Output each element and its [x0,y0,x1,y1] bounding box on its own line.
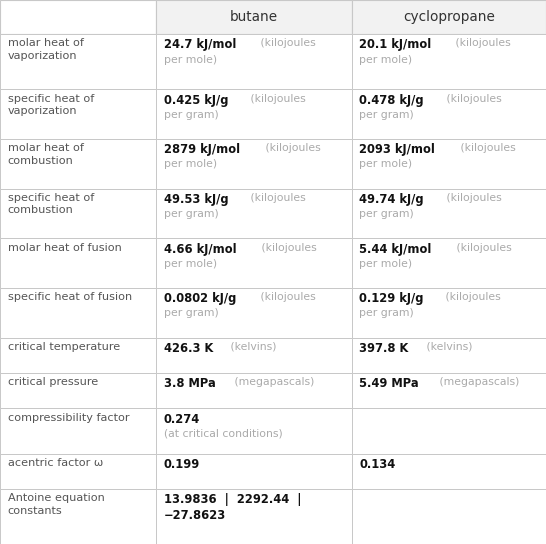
Text: per gram): per gram) [164,110,218,120]
Bar [0,408,156,454]
Text: (kilojoules: (kilojoules [453,39,511,48]
Bar [156,288,352,337]
Bar [156,489,352,544]
Bar [0,288,156,337]
Text: per mole): per mole) [359,259,412,269]
Text: (megapascals): (megapascals) [230,377,314,387]
Bar [352,189,546,238]
Text: compressibility factor: compressibility factor [8,412,129,423]
Bar [156,0,352,34]
Bar [0,373,156,408]
Bar [156,238,352,288]
Bar [156,408,352,454]
Text: (kilojoules: (kilojoules [257,292,316,302]
Text: 0.425 kJ/g: 0.425 kJ/g [164,94,228,107]
Text: 0.0802 kJ/g: 0.0802 kJ/g [164,292,236,305]
Text: cyclopropane: cyclopropane [403,10,495,24]
Bar [352,337,546,373]
Text: 2093 kJ/mol: 2093 kJ/mol [359,143,435,156]
Text: 5.49 MPa: 5.49 MPa [359,377,419,390]
Text: per gram): per gram) [164,308,218,318]
Text: molar heat of
vaporization: molar heat of vaporization [8,39,84,61]
Bar [352,454,546,489]
Text: (kelvins): (kelvins) [423,342,472,352]
Bar [0,189,156,238]
Text: molar heat of fusion: molar heat of fusion [8,243,121,252]
Text: molar heat of
combustion: molar heat of combustion [8,143,84,165]
Text: per gram): per gram) [359,209,414,219]
Text: per mole): per mole) [359,159,412,169]
Text: (kilojoules: (kilojoules [247,94,306,103]
Text: 0.478 kJ/g: 0.478 kJ/g [359,94,424,107]
Bar [352,288,546,337]
Text: 13.9836  |  2292.44  |
−27.8623: 13.9836 | 2292.44 | −27.8623 [164,493,301,522]
Bar [156,189,352,238]
Text: (kilojoules: (kilojoules [247,193,306,203]
Bar [156,373,352,408]
Text: 0.134: 0.134 [359,458,395,471]
Text: (megapascals): (megapascals) [436,377,520,387]
Text: per gram): per gram) [359,308,414,318]
Bar [352,34,546,89]
Text: per mole): per mole) [164,55,217,65]
Text: (kilojoules: (kilojoules [257,39,316,48]
Text: 0.274: 0.274 [164,412,200,425]
Text: per gram): per gram) [164,209,218,219]
Bar [352,373,546,408]
Bar [156,34,352,89]
Bar [0,337,156,373]
Text: 24.7 kJ/mol: 24.7 kJ/mol [164,39,236,52]
Text: (at critical conditions): (at critical conditions) [164,429,282,439]
Text: (kilojoules: (kilojoules [262,143,321,153]
Text: butane: butane [230,10,278,24]
Bar [156,139,352,189]
Bar [352,489,546,544]
Bar [352,89,546,139]
Text: 2879 kJ/mol: 2879 kJ/mol [164,143,240,156]
Text: per mole): per mole) [164,259,217,269]
Bar [156,89,352,139]
Text: (kilojoules: (kilojoules [453,243,512,252]
Text: 397.8 K: 397.8 K [359,342,408,355]
Text: (kilojoules: (kilojoules [443,193,501,203]
Text: 49.74 kJ/g: 49.74 kJ/g [359,193,424,206]
Text: 3.8 MPa: 3.8 MPa [164,377,216,390]
Text: (kilojoules: (kilojoules [442,292,501,302]
Bar [0,489,156,544]
Text: critical pressure: critical pressure [8,377,98,387]
Text: 4.66 kJ/mol: 4.66 kJ/mol [164,243,236,256]
Text: 5.44 kJ/mol: 5.44 kJ/mol [359,243,432,256]
Bar [0,454,156,489]
Bar [0,89,156,139]
Text: (kilojoules: (kilojoules [457,143,516,153]
Text: per gram): per gram) [359,110,414,120]
Text: (kilojoules: (kilojoules [258,243,316,252]
Text: Antoine equation
constants: Antoine equation constants [8,493,104,516]
Bar [0,34,156,89]
Bar [352,408,546,454]
Bar [0,139,156,189]
Text: 0.199: 0.199 [164,458,200,471]
Text: per mole): per mole) [164,159,217,169]
Text: specific heat of fusion: specific heat of fusion [8,292,132,302]
Text: critical temperature: critical temperature [8,342,120,352]
Text: specific heat of
combustion: specific heat of combustion [8,193,94,215]
Bar [352,0,546,34]
Bar [156,337,352,373]
Text: (kelvins): (kelvins) [227,342,277,352]
Text: specific heat of
vaporization: specific heat of vaporization [8,94,94,116]
Bar [156,454,352,489]
Text: 49.53 kJ/g: 49.53 kJ/g [164,193,228,206]
Text: 0.129 kJ/g: 0.129 kJ/g [359,292,424,305]
Text: acentric factor ω: acentric factor ω [8,458,103,468]
Text: (kilojoules: (kilojoules [443,94,501,103]
Bar [0,0,156,34]
Bar [352,139,546,189]
Text: per mole): per mole) [359,55,412,65]
Text: 426.3 K: 426.3 K [164,342,213,355]
Bar [352,238,546,288]
Bar [0,238,156,288]
Text: 20.1 kJ/mol: 20.1 kJ/mol [359,39,431,52]
